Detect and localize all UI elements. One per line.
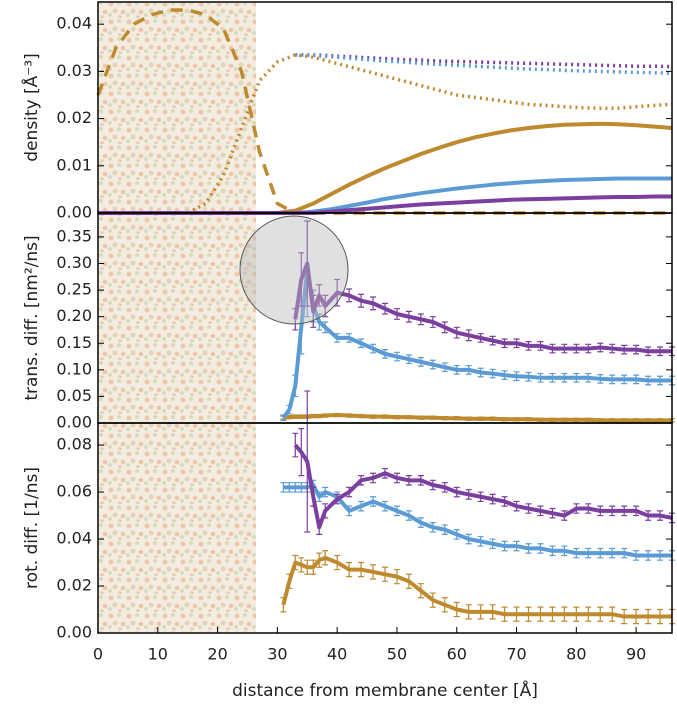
y-tick-label: 0.03 <box>56 61 92 80</box>
x-tick-label: 0 <box>93 645 103 664</box>
y-axis-label: rot. diff. [1/ns] <box>22 467 42 589</box>
y-tick-label: 0.35 <box>56 226 92 245</box>
x-tick-label: 70 <box>506 645 526 664</box>
series-line <box>283 483 672 558</box>
y-tick-label: 0.06 <box>56 482 92 501</box>
y-tick-label: 0.10 <box>56 359 92 378</box>
series-line <box>283 413 672 423</box>
series-line <box>293 261 672 354</box>
series-line <box>281 266 672 419</box>
y-tick-label: 0.05 <box>56 386 92 405</box>
x-tick-label: 20 <box>207 645 227 664</box>
x-tick-label: 90 <box>626 645 646 664</box>
x-tick-label: 10 <box>148 645 168 664</box>
error-bar <box>280 482 287 493</box>
y-tick-label: 0.02 <box>56 108 92 127</box>
series-line <box>293 443 673 530</box>
x-tick-label: 40 <box>327 645 347 664</box>
panel-frame <box>97 422 673 634</box>
y-tick-label: 0.01 <box>56 155 92 174</box>
y-tick-label: 0.04 <box>56 529 92 548</box>
y-tick-label: 0.02 <box>56 576 92 595</box>
y-tick-label: 0.25 <box>56 280 92 299</box>
x-tick-label: 30 <box>267 645 287 664</box>
y-tick-label: 0.00 <box>56 203 92 222</box>
y-axis-label: trans. diff. [nm²/ns] <box>22 235 42 400</box>
y-axis-label: density [Å⁻³] <box>20 53 42 161</box>
y-tick-label: 0.20 <box>56 306 92 325</box>
series-line <box>295 53 673 69</box>
x-tick-label: 50 <box>387 645 407 664</box>
series-line <box>186 53 673 215</box>
y-tick-label: 0.00 <box>56 413 92 432</box>
y-tick-label: 0.30 <box>56 253 92 272</box>
y-tick-label: 0.04 <box>56 14 92 33</box>
y-tick-label: 0.08 <box>56 435 92 454</box>
x-tick-label: 60 <box>447 645 467 664</box>
highlight-circle <box>239 215 349 325</box>
series-line <box>295 53 673 76</box>
series-line <box>281 555 672 619</box>
x-tick-label: 80 <box>566 645 586 664</box>
membrane-background <box>99 3 256 632</box>
y-tick-label: 0.15 <box>56 333 92 352</box>
y-tick-label: 0.00 <box>56 623 92 642</box>
x-axis-label: distance from membrane center [Å] <box>232 679 538 701</box>
